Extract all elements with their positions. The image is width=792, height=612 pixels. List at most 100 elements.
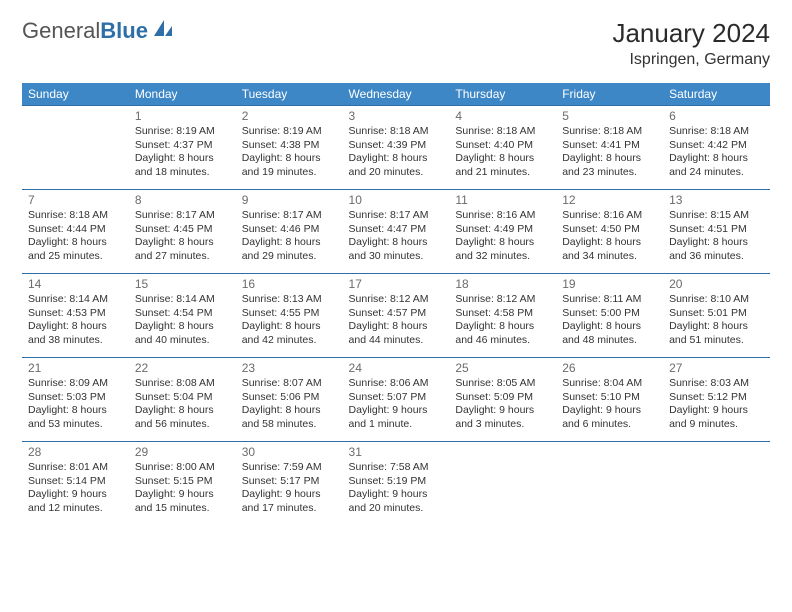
- daylight-text: and 30 minutes.: [349, 250, 444, 264]
- sunset-text: Sunset: 4:50 PM: [562, 223, 657, 237]
- daylight-text: Daylight: 8 hours: [349, 236, 444, 250]
- daylight-text: and 42 minutes.: [242, 334, 337, 348]
- day-number: 16: [242, 277, 337, 291]
- daylight-text: Daylight: 9 hours: [669, 404, 764, 418]
- daylight-text: and 56 minutes.: [135, 418, 230, 432]
- daylight-text: Daylight: 8 hours: [135, 236, 230, 250]
- calendar-day-cell: 3Sunrise: 8:18 AMSunset: 4:39 PMDaylight…: [343, 106, 450, 190]
- daylight-text: Daylight: 8 hours: [669, 152, 764, 166]
- sunrise-text: Sunrise: 8:16 AM: [455, 209, 550, 223]
- day-number: 20: [669, 277, 764, 291]
- sunrise-text: Sunrise: 7:59 AM: [242, 461, 337, 475]
- calendar-day-cell: 13Sunrise: 8:15 AMSunset: 4:51 PMDayligh…: [663, 190, 770, 274]
- brand-text-general: General: [22, 18, 100, 44]
- daylight-text: Daylight: 8 hours: [562, 236, 657, 250]
- sunset-text: Sunset: 4:55 PM: [242, 307, 337, 321]
- daylight-text: Daylight: 9 hours: [135, 488, 230, 502]
- sunrise-text: Sunrise: 8:14 AM: [28, 293, 123, 307]
- day-number: 30: [242, 445, 337, 459]
- sunset-text: Sunset: 4:39 PM: [349, 139, 444, 153]
- calendar-week-row: 28Sunrise: 8:01 AMSunset: 5:14 PMDayligh…: [22, 442, 770, 526]
- day-number: 19: [562, 277, 657, 291]
- sunrise-text: Sunrise: 8:09 AM: [28, 377, 123, 391]
- sunset-text: Sunset: 4:53 PM: [28, 307, 123, 321]
- sunrise-text: Sunrise: 8:17 AM: [135, 209, 230, 223]
- daylight-text: Daylight: 8 hours: [455, 320, 550, 334]
- calendar-day-cell: 22Sunrise: 8:08 AMSunset: 5:04 PMDayligh…: [129, 358, 236, 442]
- daylight-text: and 17 minutes.: [242, 502, 337, 516]
- sunrise-text: Sunrise: 8:18 AM: [455, 125, 550, 139]
- daylight-text: Daylight: 8 hours: [455, 152, 550, 166]
- daylight-text: Daylight: 8 hours: [455, 236, 550, 250]
- sunrise-text: Sunrise: 8:07 AM: [242, 377, 337, 391]
- sunset-text: Sunset: 5:15 PM: [135, 475, 230, 489]
- day-number: 2: [242, 109, 337, 123]
- calendar-day-cell: 12 Sunrise: 8:16 AMSunset: 4:50 PMDayligh…: [556, 190, 663, 274]
- sunset-text: Sunset: 5:03 PM: [28, 391, 123, 405]
- calendar-day-cell: 24Sunrise: 8:06 AMSunset: 5:07 PMDayligh…: [343, 358, 450, 442]
- sunrise-text: Sunrise: 7:58 AM: [349, 461, 444, 475]
- day-number: 12: [562, 193, 657, 207]
- sunrise-text: Sunrise: 8:01 AM: [28, 461, 123, 475]
- sunrise-text: Sunrise: 8:17 AM: [242, 209, 337, 223]
- daylight-text: and 27 minutes.: [135, 250, 230, 264]
- daylight-text: Daylight: 9 hours: [28, 488, 123, 502]
- sunset-text: Sunset: 4:47 PM: [349, 223, 444, 237]
- calendar-day-cell: 16Sunrise: 8:13 AMSunset: 4:55 PMDayligh…: [236, 274, 343, 358]
- sunrise-text: Sunrise: 8:06 AM: [349, 377, 444, 391]
- sunrise-text: Sunrise: 8:18 AM: [28, 209, 123, 223]
- daylight-text: and 3 minutes.: [455, 418, 550, 432]
- sunset-text: Sunset: 4:42 PM: [669, 139, 764, 153]
- sunset-text: Sunset: 5:10 PM: [562, 391, 657, 405]
- sunset-text: Sunset: 5:17 PM: [242, 475, 337, 489]
- day-number: 6: [669, 109, 764, 123]
- daylight-text: and 1 minute.: [349, 418, 444, 432]
- calendar-day-cell: 21Sunrise: 8:09 AMSunset: 5:03 PMDayligh…: [22, 358, 129, 442]
- day-number: 22: [135, 361, 230, 375]
- day-number: 9: [242, 193, 337, 207]
- sunset-text: Sunset: 4:37 PM: [135, 139, 230, 153]
- sunset-text: Sunset: 5:07 PM: [349, 391, 444, 405]
- sunrise-text: Sunrise: 8:18 AM: [669, 125, 764, 139]
- calendar-day-cell: 10Sunrise: 8:17 AMSunset: 4:47 PMDayligh…: [343, 190, 450, 274]
- sail-icon: [152, 18, 174, 44]
- sunrise-text: Sunrise: 8:15 AM: [669, 209, 764, 223]
- calendar-day-cell: 27Sunrise: 8:03 AMSunset: 5:12 PMDayligh…: [663, 358, 770, 442]
- weekday-header: Tuesday: [236, 83, 343, 106]
- daylight-text: and 6 minutes.: [562, 418, 657, 432]
- day-number: 24: [349, 361, 444, 375]
- calendar-day-cell: 25Sunrise: 8:05 AMSunset: 5:09 PMDayligh…: [449, 358, 556, 442]
- sunset-text: Sunset: 4:40 PM: [455, 139, 550, 153]
- daylight-text: Daylight: 8 hours: [242, 236, 337, 250]
- sunset-text: Sunset: 5:14 PM: [28, 475, 123, 489]
- sunset-text: Sunset: 4:49 PM: [455, 223, 550, 237]
- daylight-text: and 15 minutes.: [135, 502, 230, 516]
- sunrise-text: Sunrise: 8:16 AM: [562, 209, 657, 223]
- calendar-week-row: 14Sunrise: 8:14 AMSunset: 4:53 PMDayligh…: [22, 274, 770, 358]
- daylight-text: Daylight: 8 hours: [242, 320, 337, 334]
- day-number: 31: [349, 445, 444, 459]
- daylight-text: Daylight: 8 hours: [562, 320, 657, 334]
- calendar-day-cell: 4 Sunrise: 8:18 AMSunset: 4:40 PMDaylight…: [449, 106, 556, 190]
- sunrise-text: Sunrise: 8:03 AM: [669, 377, 764, 391]
- daylight-text: Daylight: 8 hours: [135, 404, 230, 418]
- daylight-text: and 58 minutes.: [242, 418, 337, 432]
- day-number: 4: [455, 109, 550, 123]
- daylight-text: and 25 minutes.: [28, 250, 123, 264]
- sunset-text: Sunset: 5:12 PM: [669, 391, 764, 405]
- calendar-empty-cell: [22, 106, 129, 190]
- calendar-day-cell: 8Sunrise: 8:17 AMSunset: 4:45 PMDaylight…: [129, 190, 236, 274]
- sunset-text: Sunset: 4:58 PM: [455, 307, 550, 321]
- daylight-text: and 29 minutes.: [242, 250, 337, 264]
- sunset-text: Sunset: 4:54 PM: [135, 307, 230, 321]
- daylight-text: Daylight: 8 hours: [242, 152, 337, 166]
- day-number: 13: [669, 193, 764, 207]
- calendar-day-cell: 1Sunrise: 8:19 AMSunset: 4:37 PMDaylight…: [129, 106, 236, 190]
- daylight-text: and 18 minutes.: [135, 166, 230, 180]
- calendar-day-cell: 30Sunrise: 7:59 AMSunset: 5:17 PMDayligh…: [236, 442, 343, 526]
- calendar-day-cell: 18Sunrise: 8:12 AMSunset: 4:58 PMDayligh…: [449, 274, 556, 358]
- sunset-text: Sunset: 5:19 PM: [349, 475, 444, 489]
- day-number: 11: [455, 193, 550, 207]
- sunrise-text: Sunrise: 8:04 AM: [562, 377, 657, 391]
- header: GeneralBlue January 2024 Ispringen, Germ…: [22, 18, 770, 69]
